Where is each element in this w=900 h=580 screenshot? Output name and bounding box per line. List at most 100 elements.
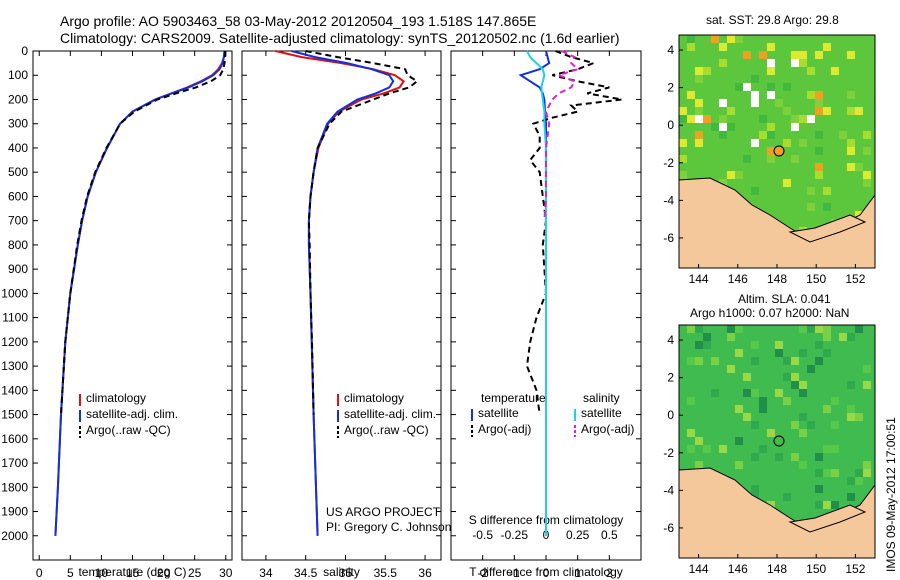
map-grid-cell	[695, 115, 703, 123]
map-grid-cell	[791, 115, 799, 123]
map-grid-cell	[743, 389, 751, 397]
map-grid-cell	[719, 99, 727, 107]
map-grid-cell	[799, 139, 807, 147]
map-grid-cell	[735, 349, 743, 357]
x-tick-label: 34.5	[294, 566, 318, 580]
depth-tick-label: 1700	[1, 456, 28, 470]
map-grid-cell	[847, 139, 855, 147]
map-y-tick-label: -4	[663, 483, 674, 497]
map-grid-cell	[839, 333, 847, 341]
map-grid-cell	[695, 131, 703, 139]
map-grid-cell	[695, 75, 703, 83]
map-grid-cell	[711, 123, 719, 131]
map-grid-cell	[735, 325, 743, 333]
map-grid-cell	[735, 83, 743, 91]
map-y-tick-label: 2	[667, 371, 674, 385]
map-grid-cell	[847, 381, 855, 389]
map-grid-cell	[863, 461, 871, 469]
map-grid-cell	[863, 381, 871, 389]
depth-tick-label: 200	[8, 92, 28, 106]
temp-legend-entry-label: satellite-adj. clim.	[86, 407, 178, 421]
series-line-argo-raw-qc-	[305, 50, 419, 415]
map-grid-cell	[775, 349, 783, 357]
diff-legend-group-salinity: salinity	[583, 391, 620, 405]
map-grid-cell	[767, 131, 775, 139]
map-grid-cell	[703, 445, 711, 453]
map-grid-cell	[727, 333, 735, 341]
map-grid-cell	[831, 421, 839, 429]
map-grid-cell	[687, 325, 695, 333]
temperature-panel-frame	[32, 50, 233, 561]
depth-tick-label: 100	[8, 68, 28, 82]
map-grid-cell	[823, 43, 831, 51]
map-grid-cell	[863, 469, 871, 477]
map-grid-cell	[719, 115, 727, 123]
sst-map-title: sat. SST: 29.8 Argo: 29.8	[706, 13, 839, 27]
depth-tick-label: 800	[8, 238, 28, 252]
map-grid-cell	[679, 171, 687, 179]
map-grid-cell	[767, 123, 775, 131]
map-grid-cell	[727, 325, 735, 333]
depth-tick-label: 1800	[1, 480, 28, 494]
chart-layer: 0100200300400500600700800900100011001200…	[1, 44, 641, 580]
map-grid-cell	[823, 445, 831, 453]
map-grid-cell	[799, 115, 807, 123]
map-grid-cell	[855, 469, 863, 477]
map-grid-cell	[751, 485, 759, 493]
map-grid-cell	[815, 501, 823, 509]
map-grid-cell	[767, 83, 775, 91]
map-x-tick-label: 146	[728, 562, 748, 576]
map-grid-cell	[719, 43, 727, 51]
x-tick-label-secondary: 0.25	[566, 528, 590, 542]
map-y-tick-label: -2	[663, 156, 674, 170]
map-grid-cell	[807, 91, 815, 99]
map-grid-cell	[695, 341, 703, 349]
map-grid-cell	[711, 389, 719, 397]
map-grid-cell	[695, 325, 703, 333]
map-grid-cell	[823, 501, 831, 509]
x-tick-label-secondary: -0.25	[501, 528, 529, 542]
map-grid-cell	[703, 341, 711, 349]
map-grid-cell	[751, 341, 759, 349]
map-y-tick-label: 0	[667, 408, 674, 422]
depth-tick-label: 700	[8, 214, 28, 228]
map-grid-cell	[791, 59, 799, 67]
sla-map-island-a	[788, 504, 867, 533]
temp-legend-entry-label: climatology	[86, 391, 146, 405]
map-x-tick-label: 144	[689, 272, 709, 286]
x-tick-label: 0	[543, 566, 550, 580]
x-tick-label: 36	[418, 566, 432, 580]
x-tick-label: -2	[477, 566, 488, 580]
map-y-tick-label: -6	[663, 521, 674, 535]
map-grid-cell	[687, 357, 695, 365]
map-grid-cell	[815, 131, 823, 139]
x-tick-label: 20	[157, 566, 171, 580]
map-grid-cell	[767, 43, 775, 51]
map-grid-cell	[759, 131, 767, 139]
map-grid-cell	[767, 67, 775, 75]
map-grid-cell	[807, 187, 815, 195]
map-grid-cell	[735, 35, 743, 43]
sal-legend-entry-label: satellite-adj. clim.	[344, 407, 436, 421]
map-grid-cell	[823, 187, 831, 195]
map-grid-cell	[751, 139, 759, 147]
map-grid-cell	[759, 445, 767, 453]
map-grid-cell	[751, 389, 759, 397]
depth-tick-label: 1100	[2, 311, 28, 325]
map-grid-cell	[727, 123, 735, 131]
map-y-tick-label: 4	[667, 333, 674, 347]
map-grid-cell	[791, 357, 799, 365]
map-grid-cell	[815, 325, 823, 333]
map-y-tick-label: 0	[667, 118, 674, 132]
map-grid-cell	[703, 333, 711, 341]
map-grid-cell	[695, 437, 703, 445]
map-grid-cell	[823, 469, 831, 477]
sst-map-island-a	[788, 214, 867, 243]
x-tick-label: 35.5	[374, 566, 398, 580]
map-grid-cell	[743, 373, 751, 381]
map-grid-cell	[735, 437, 743, 445]
series-line-satellite-adj-clim-	[54, 50, 226, 536]
x-tick-label: 34	[259, 566, 273, 580]
map-grid-cell	[831, 501, 839, 509]
